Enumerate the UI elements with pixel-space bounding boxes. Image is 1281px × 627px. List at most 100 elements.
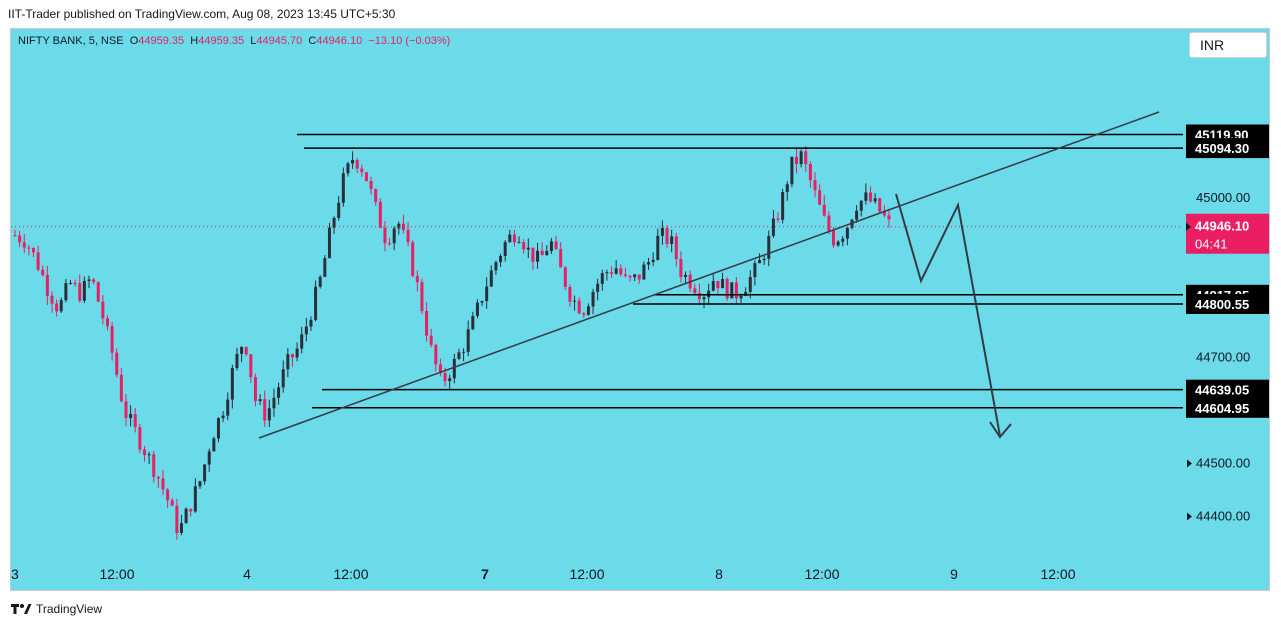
tradingview-brand[interactable]: TradingView [10,602,102,616]
candle-body [45,275,49,296]
candle-body [443,373,447,382]
candle-body [27,247,31,249]
candle-body [462,351,466,353]
candle-body [554,241,558,249]
x-tick-label: 12:00 [333,566,368,582]
candle-body [420,282,424,312]
candle-body [656,235,660,260]
candle-body [762,258,766,261]
candle-body [878,198,882,212]
level-price-label: 45094.30 [1195,141,1249,156]
candle-body [82,280,86,301]
drawings-layer [11,111,1183,439]
candle-body [332,217,336,228]
candle-body [364,172,368,182]
candle-body [337,202,341,218]
candle-body [152,454,156,477]
candle-body [536,250,540,262]
candle-body [707,290,711,298]
candle-body [161,478,165,490]
open-value: 44959.35 [138,35,185,47]
candle-body [277,387,281,398]
candle-body [392,228,396,244]
candle-body [790,156,794,185]
candle-body [744,291,748,296]
candle-body [415,275,419,283]
candle-body [406,229,410,243]
countdown-label: 04:41 [1195,237,1228,252]
candle-body [795,156,799,165]
tradingview-logo-icon [11,604,32,614]
candle-body [438,364,442,374]
price-chart[interactable]: 45000.0044700.0044500.0044400.0045119.90… [11,29,1269,590]
candles-layer [13,145,891,540]
ohlc-legend: NIFTY BANK, 5, NSE O44959.35 H44959.35 L… [18,35,450,47]
close-label: C [308,35,317,47]
candle-body [808,164,812,181]
candle-body [619,268,623,275]
candle-body [166,489,170,501]
level-price-tag [1186,293,1269,314]
candle-body [101,301,105,319]
x-tick-label: 12:00 [804,566,839,582]
candle-body [748,277,752,292]
candle-body [198,481,202,487]
candle-body [346,163,350,174]
candle-body [96,282,100,302]
candle-body [448,378,452,382]
candle-body [799,151,803,165]
candle-body [508,234,512,243]
candle-body [73,283,77,285]
candle-body [355,159,359,169]
candle-body [522,242,526,250]
candle-body [651,259,655,263]
chart-pane[interactable]: 45000.00 44700.00 44500.00 44400.00 45119.90… [10,28,1270,591]
candle-body [855,210,859,220]
currency-button[interactable]: INR [1189,32,1267,58]
level-price-label: 44604.95 [1195,401,1249,416]
candle-body [457,352,461,359]
candle-body [822,204,826,216]
candle-body [253,377,257,402]
candle-body [771,218,775,236]
y-tick-label: 44400.00 [1196,509,1250,524]
candle-body [193,486,197,512]
candle-body [124,401,128,419]
candle-body [13,235,17,237]
candle-body [549,241,553,251]
candle-body [767,235,771,259]
candle-body [776,218,780,220]
candle-body [267,408,271,421]
x-tick-label: 4 [243,566,251,582]
candle-body [586,306,590,315]
level-price-label: 44800.55 [1195,297,1249,312]
candle-body [314,286,318,320]
high-value: 44959.35 [198,35,245,47]
candle-body [734,282,738,299]
candle-body [272,397,276,409]
candle-body [725,278,729,299]
candle-body [512,234,516,243]
candle-body [563,267,567,287]
candle-body [133,414,137,428]
candle-body [156,476,160,479]
candle-body [327,227,331,259]
candle-body [105,318,109,327]
candle-body [711,281,715,291]
candle-body [244,346,248,355]
scale-marker-icon [1187,512,1192,521]
candle-body [679,259,683,278]
candle-body [286,354,290,370]
candle-body [836,241,840,246]
candle-body [323,258,327,277]
candle-body [68,283,72,285]
candle-body [59,300,63,312]
y-tick-label: 45000.00 [1196,190,1250,205]
candle-body [642,264,646,280]
candle-body [614,268,618,274]
candle-body [360,168,364,173]
candle-body [499,255,503,263]
x-tick-label: 9 [950,566,958,582]
candle-body [869,192,873,202]
candle-body [309,319,313,327]
